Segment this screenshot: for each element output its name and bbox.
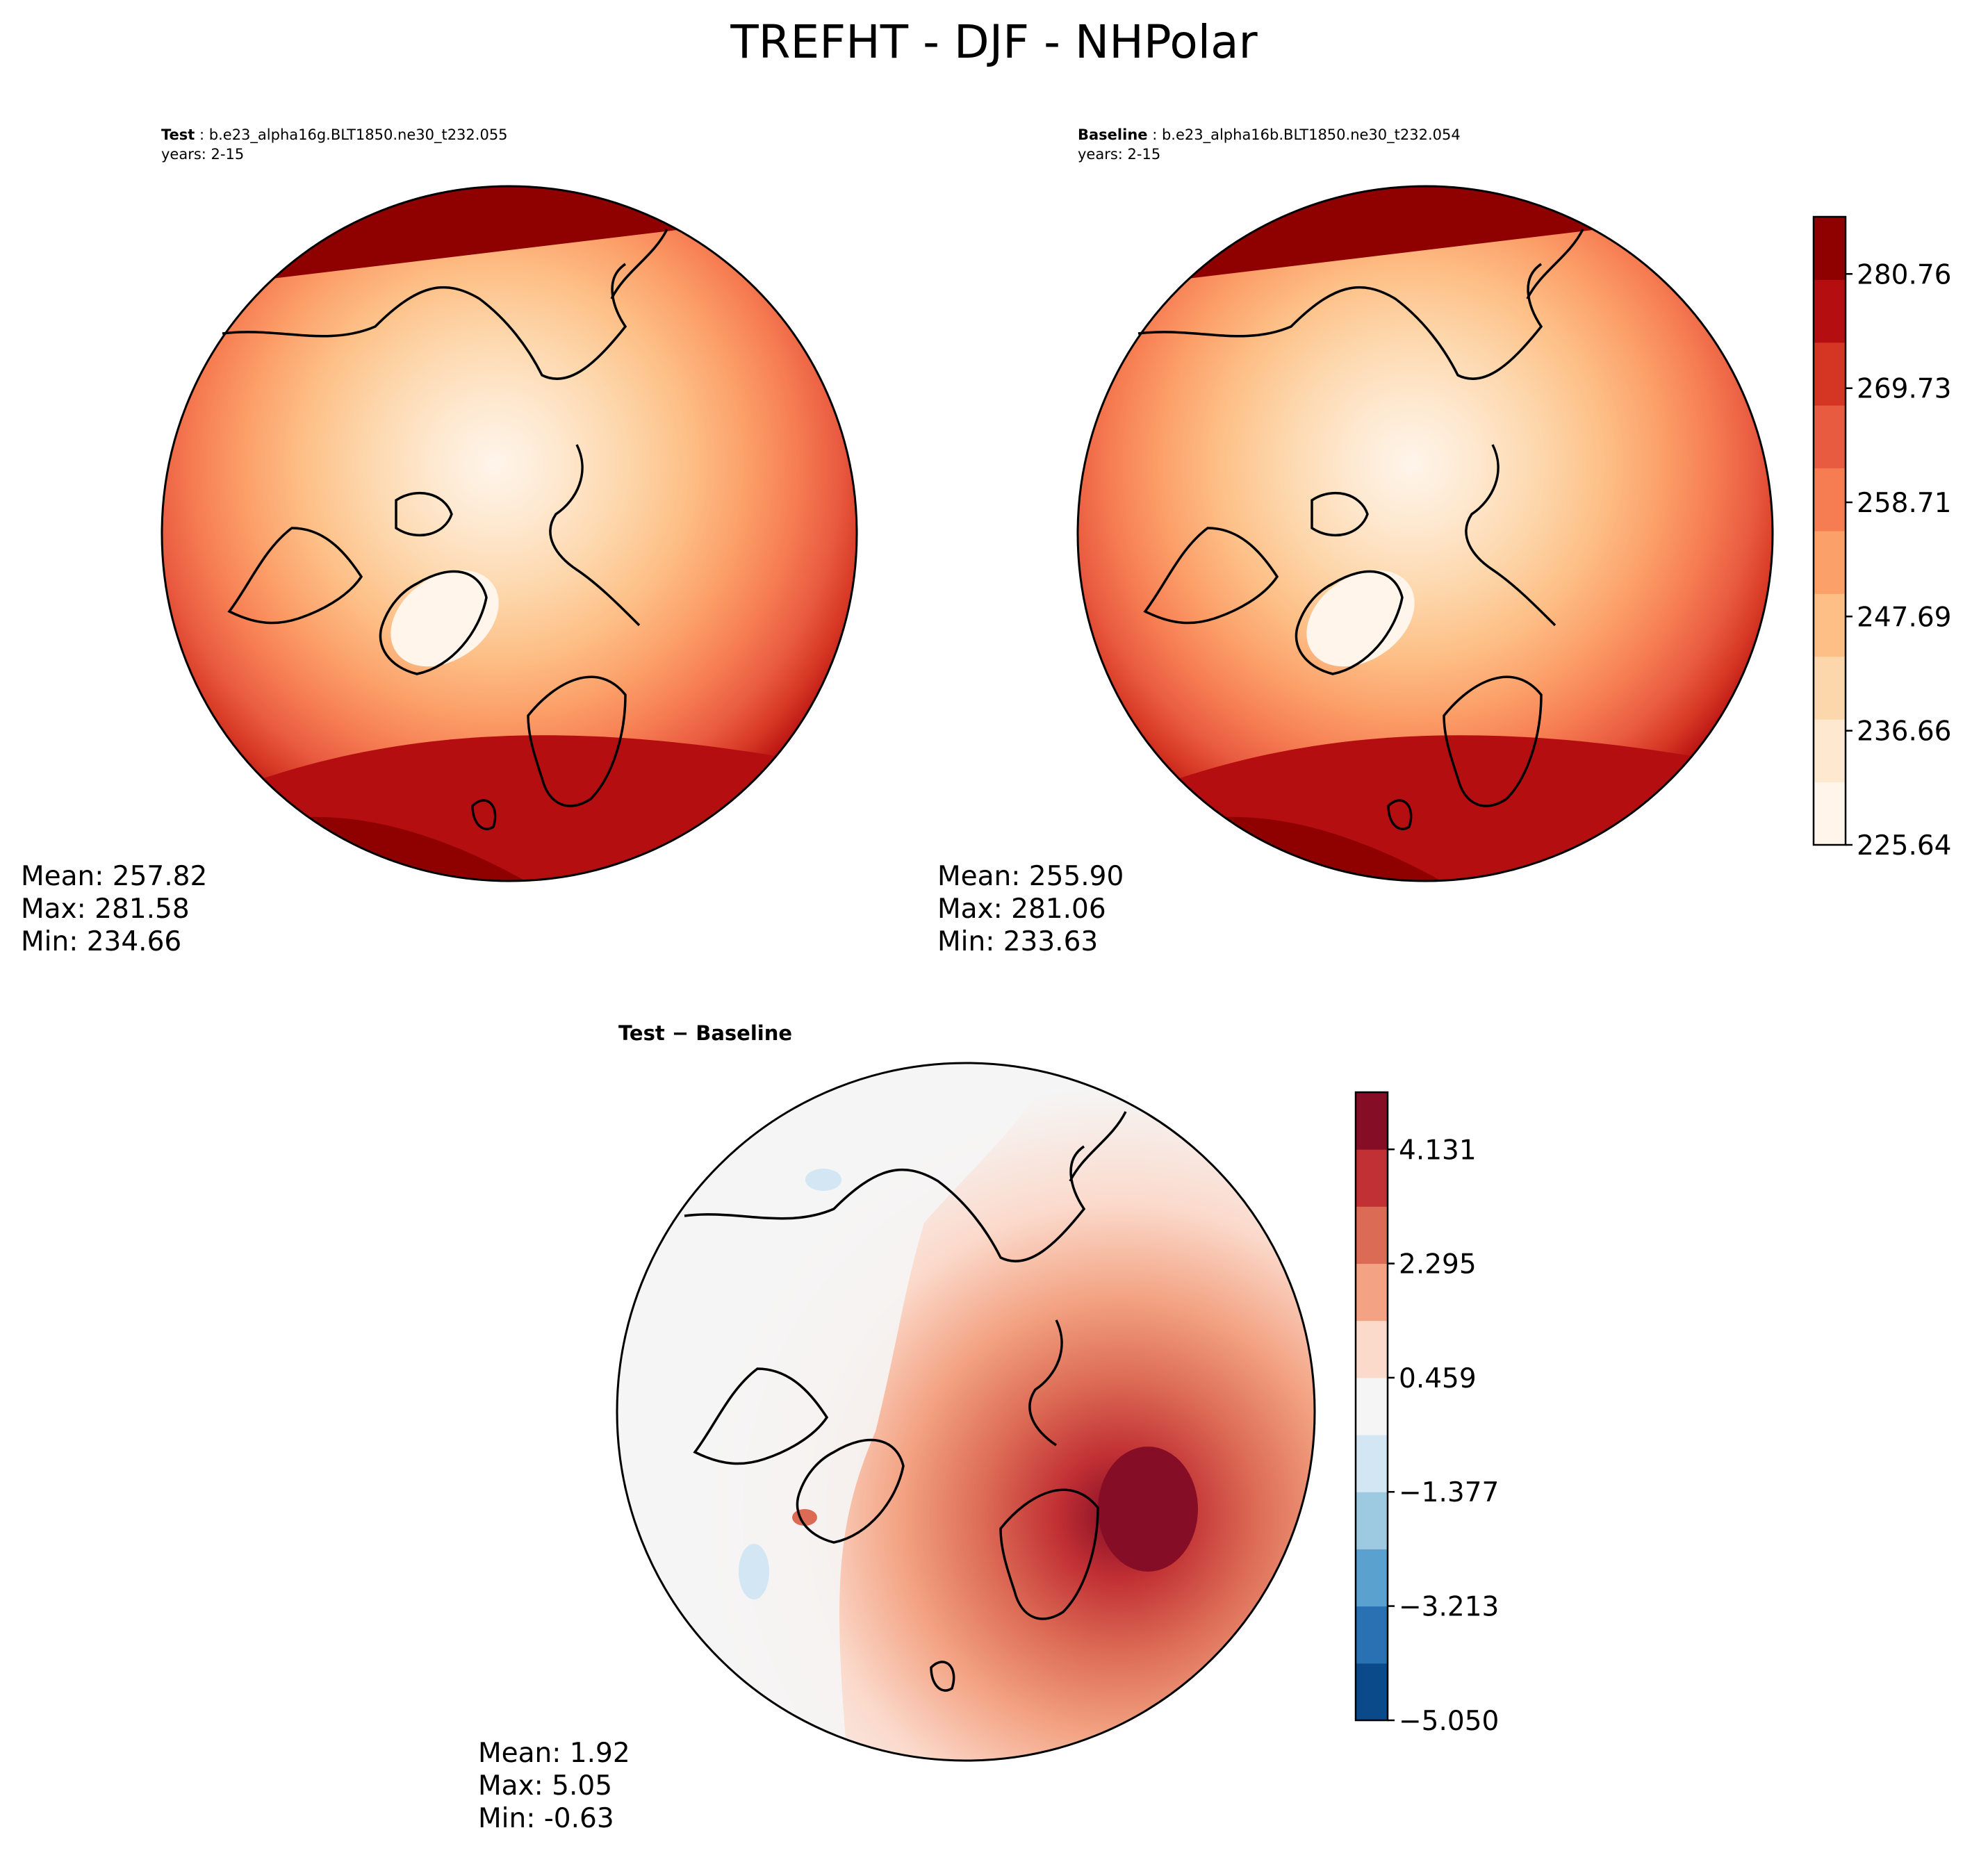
baseline-panel-header: Baseline : b.e23_alpha16b.BLT1850.ne30_t…: [1078, 126, 1461, 163]
colorbar-diff-segment: [1356, 1149, 1388, 1207]
colorbar-main-segment: [1814, 719, 1846, 783]
test-label: Test: [161, 126, 195, 143]
colorbar-diff-segment: [1356, 1092, 1388, 1150]
baseline-mean: Mean: 255.90: [937, 861, 1124, 892]
colorbar-diff-tick-label: 0.459: [1399, 1363, 1477, 1394]
colorbar-diff-segment: [1356, 1435, 1388, 1492]
baseline-greenland-cold: [1306, 570, 1415, 667]
baseline-map-border: [1076, 185, 1774, 882]
diff-coastlines: [684, 1111, 1127, 1692]
colorbar-main-segment: [1814, 217, 1846, 280]
diff-min: Min: -0.63: [478, 1803, 614, 1834]
colorbar-diff-segment: [1356, 1606, 1388, 1664]
diff-neutral-region: [617, 1063, 1056, 1761]
baseline-map-field: [1078, 186, 1773, 881]
colorbar-main-frame: [1812, 215, 1847, 846]
colorbar-main-segment: [1814, 342, 1846, 406]
colorbar-main: 225.64 236.66 247.69 258.71 269.73 280.76: [1812, 215, 1951, 862]
test-panel-header: Test : b.e23_alpha16g.BLT1850.ne30_t232.…: [161, 126, 508, 163]
diff-cool-patch-2: [739, 1544, 769, 1599]
test-map: [161, 185, 858, 882]
baseline-stats: Mean: 255.90 Max: 281.06 Min: 233.63: [937, 860, 1124, 958]
colorbar-main-segment: [1814, 468, 1846, 532]
colorbar-diff-segment: [1356, 1663, 1388, 1721]
colorbar-main-segment: [1814, 405, 1846, 469]
colorbar-diff-tick-label: 4.131: [1399, 1135, 1477, 1166]
figure-title: TREFHT - DJF - NHPolar: [730, 15, 1258, 69]
baseline-years: years: 2-15: [1078, 146, 1161, 163]
colorbar-diff-tick-label: 2.295: [1399, 1249, 1477, 1280]
colorbar-main-segment: [1814, 656, 1846, 720]
colorbar-main-tick-label: 225.64: [1857, 830, 1951, 862]
colorbar-diff-tick-label: −1.377: [1399, 1477, 1499, 1508]
colorbar-main-segment: [1814, 593, 1846, 657]
test-stats: Mean: 257.82 Max: 281.58 Min: 234.66: [21, 860, 207, 958]
colorbar-main-tick-label: 269.73: [1857, 374, 1951, 405]
colorbar-diff-segment: [1356, 1320, 1388, 1378]
diff-cool-patch-1: [805, 1169, 841, 1191]
test-years: years: 2-15: [161, 146, 245, 163]
colorbar-main-segment: [1814, 531, 1846, 594]
test-coastlines: [222, 229, 668, 830]
diff-panel-title: Test − Baseline: [618, 1021, 793, 1045]
colorbar-diff-tick-label: −5.050: [1399, 1706, 1499, 1737]
diff-stats: Mean: 1.92 Max: 5.05 Min: -0.63: [478, 1737, 630, 1835]
test-mean: Mean: 257.82: [21, 861, 208, 892]
test-greenland-cold: [391, 570, 499, 667]
colorbar-main-tick-label: 247.69: [1857, 602, 1951, 633]
baseline-min: Min: 233.63: [937, 926, 1099, 957]
colorbar-main-tick-label: 280.76: [1857, 259, 1951, 290]
diff-map-border: [616, 1062, 1316, 1762]
baseline-coastlines: [1137, 229, 1584, 830]
test-min: Min: 234.66: [21, 926, 182, 957]
colorbar-diff-segment: [1356, 1492, 1388, 1549]
colorbar-diff-frame: [1354, 1091, 1389, 1722]
colorbar-diff: −5.050 −3.213 −1.377 0.459 2.295 4.131: [1354, 1091, 1499, 1737]
baseline-max: Max: 281.06: [937, 893, 1106, 925]
colorbar-diff-tick-label: −3.213: [1399, 1592, 1499, 1623]
diff-hot-core: [1098, 1447, 1198, 1572]
colorbar-diff-segment: [1356, 1377, 1388, 1435]
test-case-name: b.e23_alpha16g.BLT1850.ne30_t232.055: [208, 126, 508, 143]
colorbar-main-tick-label: 236.66: [1857, 716, 1951, 748]
diff-mean: Mean: 1.92: [478, 1738, 630, 1769]
colorbar-diff-segment: [1356, 1263, 1388, 1321]
test-max: Max: 281.58: [21, 893, 190, 925]
colorbar-main-segment: [1814, 279, 1846, 343]
colorbar-diff-segment: [1356, 1206, 1388, 1265]
baseline-map: [1076, 185, 1774, 882]
colorbar-main-tick-label: 258.71: [1857, 488, 1951, 519]
colorbar-diff-segment: [1356, 1549, 1388, 1607]
diff-map: [616, 1062, 1316, 1762]
test-map-border: [161, 185, 858, 882]
baseline-label: Baseline: [1078, 126, 1148, 143]
colorbar-main-segment: [1814, 782, 1846, 846]
test-map-field: [162, 186, 857, 881]
baseline-case-name: b.e23_alpha16b.BLT1850.ne30_t232.054: [1161, 126, 1461, 143]
diff-max: Max: 5.05: [478, 1770, 613, 1802]
